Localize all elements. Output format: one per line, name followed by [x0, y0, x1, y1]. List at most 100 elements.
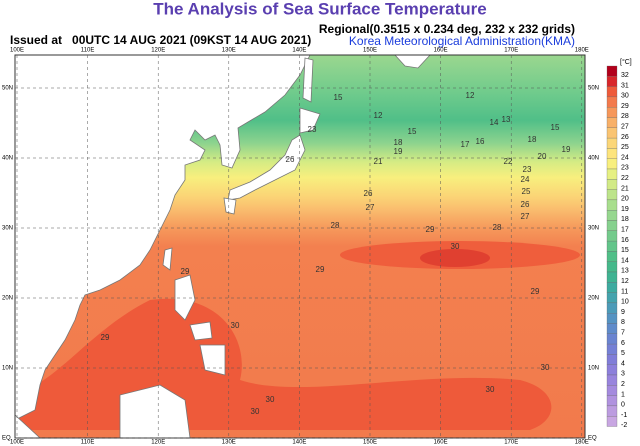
lat-label: 30N — [2, 226, 13, 232]
colorbar-label: 31 — [621, 82, 629, 89]
lon-label: 130E — [222, 440, 236, 446]
lon-label: 170E — [504, 440, 518, 446]
colorbar-label: 30 — [621, 93, 629, 100]
colorbar-label: 23 — [621, 165, 629, 172]
lon-label: 170E — [504, 48, 518, 54]
contour-label: 22 — [504, 157, 513, 166]
colorbar-swatch — [606, 374, 618, 386]
colorbar-swatch — [606, 395, 618, 407]
contour-label: 26 — [521, 200, 530, 209]
colorbar-label: 2 — [621, 381, 625, 388]
agency: Korea Meteorological Administration(KMA) — [349, 34, 575, 48]
land-visayas — [189, 321, 213, 341]
colorbar-swatch — [606, 282, 618, 293]
contour-label: 26 — [286, 155, 295, 164]
colorbar-label: 27 — [621, 123, 629, 130]
contour-label: 20 — [538, 152, 547, 161]
colorbar-swatch — [606, 251, 618, 262]
lon-label: 160E — [434, 48, 448, 54]
colorbar-label: 15 — [621, 247, 629, 254]
colorbar-swatch — [606, 158, 618, 170]
land-borneo — [119, 384, 191, 439]
contour-label: 29 — [316, 265, 325, 274]
lat-label: EQ — [588, 436, 597, 442]
land-luzon — [174, 274, 196, 321]
colorbar-swatch — [606, 271, 618, 283]
land-taiwan — [162, 247, 173, 271]
colorbar-label: -1 — [621, 412, 627, 419]
lat-label: EQ — [2, 436, 11, 442]
contour-label: 24 — [521, 175, 530, 184]
colorbar-swatch — [606, 127, 618, 139]
contour-label: 15 — [408, 127, 417, 136]
contour-label: 30 — [266, 395, 275, 404]
colorbar-label: 21 — [621, 185, 629, 192]
colorbar-swatch — [606, 65, 618, 77]
colorbar-label: 1 — [621, 391, 625, 398]
colorbar-label: 9 — [621, 309, 625, 316]
map — [14, 54, 586, 439]
contour-label: 29 — [426, 225, 435, 234]
colorbar-label: 29 — [621, 103, 629, 110]
contour-label: 27 — [521, 212, 530, 221]
lon-label: 100E — [10, 440, 24, 446]
colorbar-swatch — [606, 76, 618, 87]
warm-patch — [420, 249, 490, 267]
colorbar-swatch — [606, 179, 618, 190]
contour-label: 29 — [531, 287, 540, 296]
colorbar-swatch — [606, 343, 618, 355]
colorbar-label: 11 — [621, 288, 628, 295]
colorbar-label: 24 — [621, 154, 629, 161]
colorbar-label: 5 — [621, 350, 625, 357]
colorbar-swatch — [606, 385, 618, 396]
colorbar-swatch — [606, 107, 618, 118]
land-kyushu — [223, 197, 237, 215]
lat-label: 40N — [588, 156, 599, 162]
colorbar-label: 20 — [621, 196, 629, 203]
colorbar-label: 25 — [621, 144, 629, 151]
lon-label: 120E — [151, 440, 165, 446]
colorbar-swatch — [606, 313, 618, 324]
lat-label: 20N — [2, 296, 13, 302]
colorbar-label: 0 — [621, 402, 625, 409]
colorbar-label: 18 — [621, 216, 629, 223]
lon-label: 160E — [434, 440, 448, 446]
contour-label: 28 — [331, 221, 340, 230]
colorbar-swatch — [606, 323, 618, 334]
colorbar-swatch — [606, 292, 618, 304]
colorbar-swatch — [606, 354, 618, 365]
contour-label: 17 — [461, 140, 470, 149]
contour-label: 15 — [551, 123, 560, 132]
land-asia — [14, 54, 311, 421]
lat-label: 10N — [2, 366, 13, 372]
lon-label: 140E — [292, 440, 306, 446]
colorbar-swatch — [606, 96, 618, 108]
land-sakhalin — [302, 57, 314, 103]
colorbar-swatch — [606, 199, 618, 211]
lon-label: 180E — [575, 440, 589, 446]
colorbar-label: 22 — [621, 175, 629, 182]
lon-label: 130E — [222, 48, 236, 54]
lat-label: 50N — [2, 86, 13, 92]
lon-label: 110E — [81, 440, 95, 446]
colorbar-swatch — [606, 230, 618, 242]
lat-label: 40N — [2, 156, 13, 162]
lon-label: 180E — [575, 48, 589, 54]
lon-label: 110E — [81, 48, 95, 54]
lon-label: 150E — [363, 48, 377, 54]
colorbar-label: 6 — [621, 340, 625, 347]
colorbar-label: 17 — [621, 226, 629, 233]
contour-label: 12 — [466, 91, 475, 100]
colorbar-label: 3 — [621, 371, 625, 378]
colorbar-swatch — [606, 189, 618, 201]
contour-label: 30 — [541, 363, 550, 372]
colorbar-label: 4 — [621, 360, 625, 367]
land-hokkaido — [299, 107, 321, 134]
regional: Regional(0.3515 x 0.234 deg, 232 x 232 g… — [319, 22, 575, 36]
lon-label: 120E — [151, 48, 165, 54]
colorbar-swatch — [606, 148, 618, 159]
contour-label: 29 — [101, 333, 110, 342]
colorbar-unit: [°C] — [620, 58, 632, 66]
colorbar-swatch — [606, 302, 618, 314]
